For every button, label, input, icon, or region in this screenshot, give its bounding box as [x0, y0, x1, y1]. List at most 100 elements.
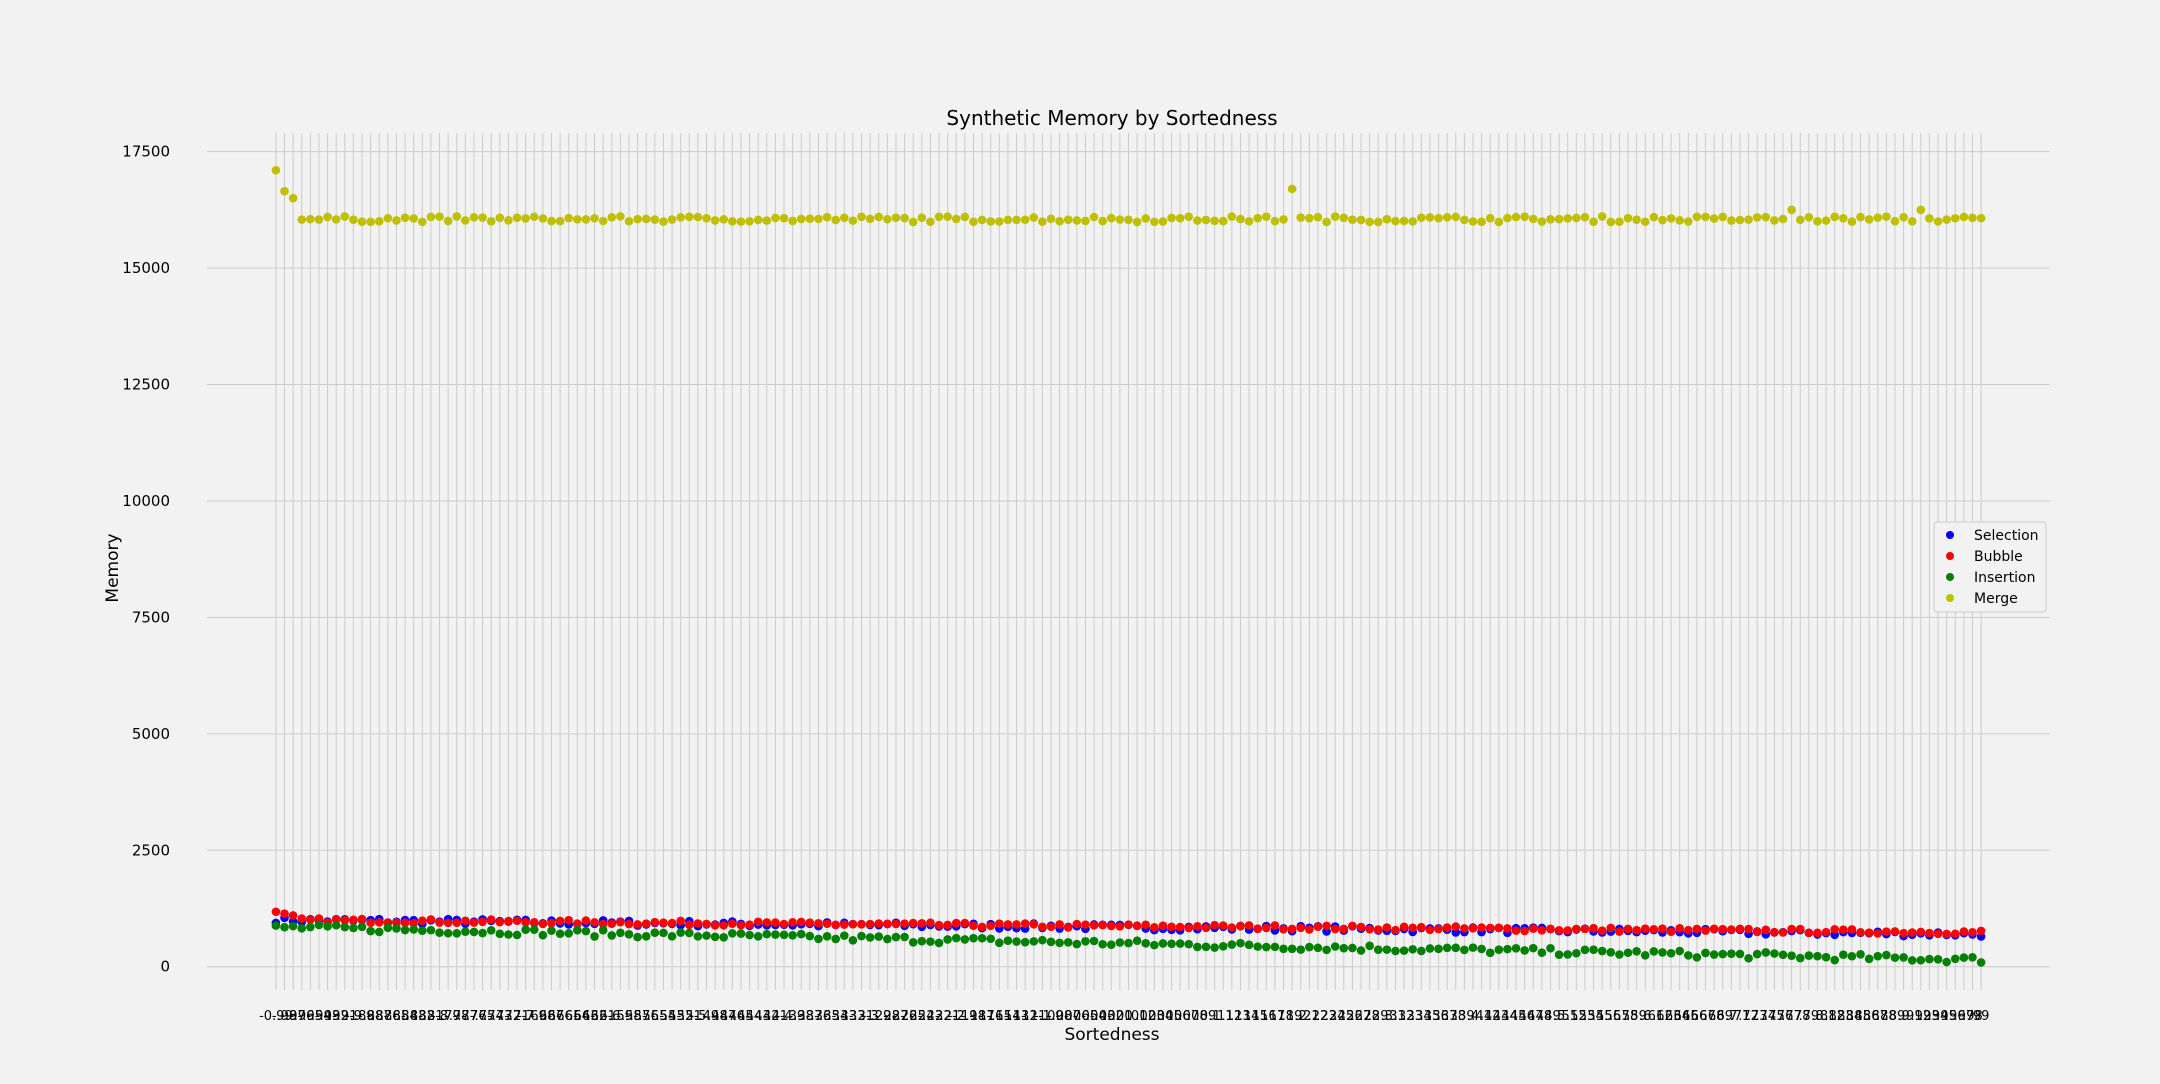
point-bubble — [1770, 927, 1779, 937]
point-bubble — [960, 918, 970, 928]
point-bubble — [1813, 928, 1822, 938]
point-merge — [995, 217, 1004, 226]
point-merge — [1313, 212, 1323, 222]
point-insertion — [1115, 938, 1125, 947]
x-tick-label: .94 — [1928, 1009, 1949, 1024]
x-tick-label: .37 — [1437, 1009, 1458, 1024]
point-bubble — [702, 919, 711, 929]
point-merge — [1950, 213, 1960, 223]
point-bubble — [1692, 924, 1702, 934]
point-insertion — [753, 932, 763, 941]
point-insertion — [1942, 957, 1951, 967]
point-bubble — [788, 918, 797, 927]
point-bubble — [1313, 922, 1323, 932]
point-insertion — [1460, 945, 1469, 955]
x-tick-label: -.07 — [1056, 1009, 1081, 1024]
legend-label: Merge — [1974, 591, 2018, 607]
point-merge — [1727, 216, 1736, 225]
point-merge — [883, 214, 892, 224]
point-merge — [366, 217, 375, 227]
point-merge — [986, 217, 996, 226]
point-insertion — [1864, 954, 1874, 964]
point-bubble — [1606, 923, 1616, 933]
point-bubble — [400, 918, 410, 928]
legend-marker — [1946, 594, 1954, 602]
x-tick-label: -.47 — [711, 1009, 736, 1024]
y-tick-label: 5000 — [132, 725, 170, 743]
point-merge — [443, 216, 453, 226]
point-insertion — [1727, 949, 1736, 958]
point-bubble — [461, 916, 470, 926]
point-bubble — [418, 916, 427, 926]
x-tick-label: -.31 — [849, 1009, 874, 1024]
point-insertion — [538, 930, 548, 940]
point-insertion — [1442, 943, 1452, 953]
point-merge — [1330, 212, 1340, 221]
point-insertion — [1141, 939, 1151, 948]
point-merge — [1632, 215, 1641, 224]
point-insertion — [1683, 951, 1693, 960]
point-merge — [1210, 216, 1219, 226]
x-tick-label: .72 — [1738, 1009, 1759, 1024]
point-bubble — [1098, 920, 1107, 930]
point-merge — [1296, 213, 1306, 222]
x-tick-label: .85 — [1850, 1009, 1871, 1024]
point-insertion — [349, 923, 358, 933]
point-merge — [1511, 212, 1521, 222]
x-tick-label: -.56 — [634, 1009, 659, 1024]
x-tick-label: 99 — [1973, 1009, 1990, 1024]
x-tick-label: .52 — [1566, 1009, 1587, 1024]
x-tick-label: -.9 — [345, 1009, 362, 1024]
point-insertion — [771, 930, 780, 939]
legend-box — [1933, 521, 2047, 613]
point-merge — [1615, 217, 1624, 227]
point-merge — [1063, 215, 1073, 225]
point-merge — [1494, 217, 1504, 227]
point-bubble — [340, 915, 350, 925]
point-merge — [1270, 216, 1280, 226]
point-insertion — [883, 934, 892, 944]
x-tick-label: .6 — [1639, 1009, 1651, 1024]
point-bubble — [1305, 925, 1314, 934]
legend-marker — [1946, 573, 1954, 581]
point-insertion — [478, 928, 487, 938]
point-insertion — [1261, 942, 1271, 952]
x-tick-label: .46 — [1514, 1009, 1535, 1024]
point-merge — [1864, 215, 1874, 224]
point-merge — [297, 215, 307, 224]
point-insertion — [1554, 950, 1564, 959]
point-insertion — [616, 928, 625, 938]
point-bubble — [521, 918, 530, 927]
point-insertion — [1787, 951, 1796, 960]
point-bubble — [1167, 922, 1176, 932]
point-merge — [848, 216, 858, 225]
point-bubble — [1339, 924, 1349, 934]
x-tick-label: -.21 — [935, 1009, 960, 1024]
x-grid — [275, 133, 1982, 990]
point-merge — [1193, 216, 1202, 225]
x-tick-label: .08 — [1187, 1009, 1208, 1024]
x-tick-label: .89 — [1885, 1009, 1906, 1024]
point-insertion — [1253, 942, 1262, 951]
point-insertion — [1770, 949, 1779, 958]
x-tick-label: -.51 — [677, 1009, 702, 1024]
point-insertion — [1907, 956, 1917, 965]
x-tick-label: -.7 — [517, 1009, 534, 1024]
point-bubble — [659, 918, 668, 927]
legend-marker — [1946, 552, 1954, 560]
point-insertion — [331, 920, 341, 930]
point-merge — [349, 215, 358, 224]
x-tick-labels: -0.99-.98-.97-.96-.95-.94-.93-.92-.91-.9… — [259, 1009, 1989, 1024]
point-insertion — [1580, 945, 1590, 955]
x-tick-label: .96 — [1945, 1009, 1966, 1024]
x-tick-label: .75 — [1764, 1009, 1785, 1024]
point-bubble — [1640, 924, 1650, 933]
point-merge — [1261, 212, 1271, 222]
point-bubble — [1752, 927, 1762, 937]
point-bubble — [1942, 929, 1951, 939]
point-merge — [564, 213, 574, 223]
point-insertion — [1839, 950, 1848, 960]
point-merge — [590, 213, 599, 223]
point-insertion — [1873, 951, 1883, 961]
point-insertion — [728, 929, 737, 938]
